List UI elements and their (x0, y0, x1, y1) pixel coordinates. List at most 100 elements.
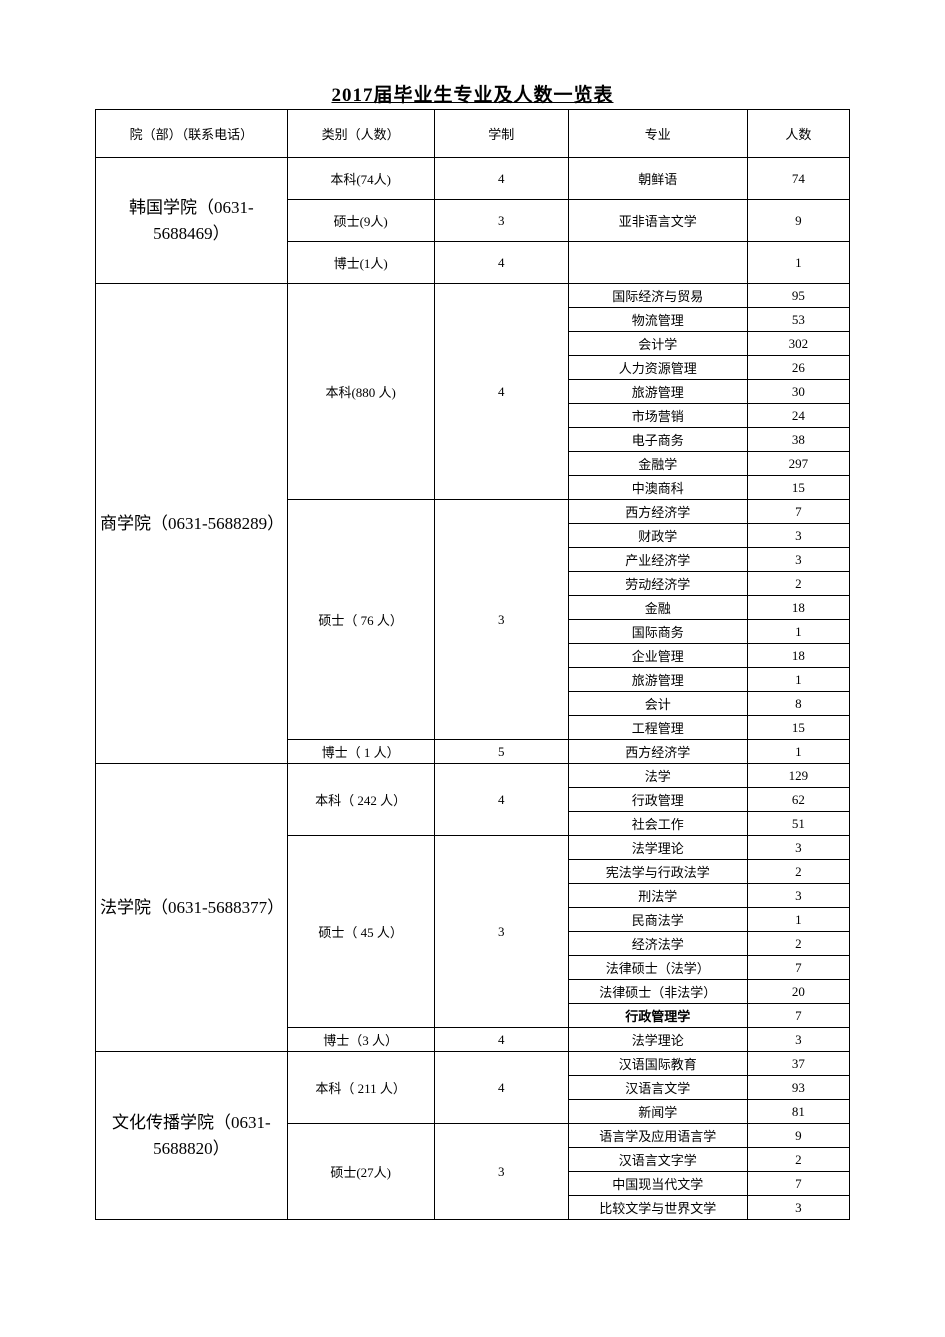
system-cell: 4 (434, 1028, 568, 1052)
count-cell: 74 (747, 158, 849, 200)
system-cell: 3 (434, 1124, 568, 1220)
major-cell: 法律硕士（非法学） (568, 980, 747, 1004)
dept-cell: 韩国学院（0631-5688469） (96, 158, 288, 284)
major-cell: 亚非语言文学 (568, 200, 747, 242)
major-cell: 宪法学与行政法学 (568, 860, 747, 884)
major-cell: 金融 (568, 596, 747, 620)
major-cell: 经济法学 (568, 932, 747, 956)
count-cell: 15 (747, 476, 849, 500)
major-cell: 电子商务 (568, 428, 747, 452)
major-cell: 汉语言文字学 (568, 1148, 747, 1172)
dept-cell: 商学院（0631-5688289） (96, 284, 288, 764)
dept-cell: 法学院（0631-5688377） (96, 764, 288, 1052)
system-cell: 3 (434, 836, 568, 1028)
count-cell: 297 (747, 452, 849, 476)
major-cell: 金融学 (568, 452, 747, 476)
count-cell: 20 (747, 980, 849, 1004)
count-cell: 24 (747, 404, 849, 428)
category-cell: 本科(74人) (287, 158, 434, 200)
major-cell: 国际经济与贸易 (568, 284, 747, 308)
major-cell: 国际商务 (568, 620, 747, 644)
count-cell: 15 (747, 716, 849, 740)
count-cell: 3 (747, 1028, 849, 1052)
count-cell: 95 (747, 284, 849, 308)
category-cell: 博士（3 人） (287, 1028, 434, 1052)
major-cell: 人力资源管理 (568, 356, 747, 380)
count-cell: 1 (747, 740, 849, 764)
major-cell: 行政管理 (568, 788, 747, 812)
major-cell: 法律硕士（法学） (568, 956, 747, 980)
system-cell: 5 (434, 740, 568, 764)
major-cell: 西方经济学 (568, 740, 747, 764)
col-header-system: 学制 (434, 110, 568, 158)
count-cell: 53 (747, 308, 849, 332)
category-cell: 硕士(27人) (287, 1124, 434, 1220)
col-header-category: 类别（人数） (287, 110, 434, 158)
category-cell: 本科（ 211 人） (287, 1052, 434, 1124)
count-cell: 2 (747, 932, 849, 956)
major-cell (568, 242, 747, 284)
count-cell: 93 (747, 1076, 849, 1100)
count-cell: 1 (747, 242, 849, 284)
table-header-row: 院（部）（联系电话） 类别（人数） 学制 专业 人数 (96, 110, 850, 158)
count-cell: 7 (747, 1004, 849, 1028)
count-cell: 2 (747, 860, 849, 884)
count-cell: 3 (747, 884, 849, 908)
count-cell: 3 (747, 524, 849, 548)
major-cell: 民商法学 (568, 908, 747, 932)
count-cell: 129 (747, 764, 849, 788)
major-cell: 行政管理学 (568, 1004, 747, 1028)
count-cell: 9 (747, 1124, 849, 1148)
major-cell: 社会工作 (568, 812, 747, 836)
table-row: 文化传播学院（0631-5688820）本科（ 211 人）4汉语国际教育37 (96, 1052, 850, 1076)
count-cell: 18 (747, 644, 849, 668)
category-cell: 博士(1人) (287, 242, 434, 284)
major-cell: 旅游管理 (568, 668, 747, 692)
count-cell: 30 (747, 380, 849, 404)
category-cell: 本科(880 人) (287, 284, 434, 500)
major-cell: 会计学 (568, 332, 747, 356)
count-cell: 8 (747, 692, 849, 716)
system-cell: 3 (434, 500, 568, 740)
count-cell: 302 (747, 332, 849, 356)
count-cell: 51 (747, 812, 849, 836)
graduates-table: 院（部）（联系电话） 类别（人数） 学制 专业 人数 韩国学院（0631-568… (95, 109, 850, 1220)
major-cell: 法学理论 (568, 1028, 747, 1052)
major-cell: 新闻学 (568, 1100, 747, 1124)
major-cell: 比较文学与世界文学 (568, 1196, 747, 1220)
major-cell: 产业经济学 (568, 548, 747, 572)
major-cell: 刑法学 (568, 884, 747, 908)
major-cell: 西方经济学 (568, 500, 747, 524)
count-cell: 62 (747, 788, 849, 812)
count-cell: 7 (747, 956, 849, 980)
count-cell: 1 (747, 908, 849, 932)
major-cell: 汉语言文学 (568, 1076, 747, 1100)
system-cell: 4 (434, 284, 568, 500)
major-cell: 物流管理 (568, 308, 747, 332)
count-cell: 3 (747, 836, 849, 860)
major-cell: 工程管理 (568, 716, 747, 740)
major-cell: 汉语国际教育 (568, 1052, 747, 1076)
category-cell: 本科（ 242 人） (287, 764, 434, 836)
major-cell: 中澳商科 (568, 476, 747, 500)
major-cell: 旅游管理 (568, 380, 747, 404)
system-cell: 4 (434, 764, 568, 836)
count-cell: 7 (747, 500, 849, 524)
category-cell: 硕士(9人) (287, 200, 434, 242)
col-header-count: 人数 (747, 110, 849, 158)
count-cell: 3 (747, 548, 849, 572)
major-cell: 市场营销 (568, 404, 747, 428)
major-cell: 语言学及应用语言学 (568, 1124, 747, 1148)
major-cell: 财政学 (568, 524, 747, 548)
major-cell: 法学 (568, 764, 747, 788)
col-header-dept: 院（部）（联系电话） (96, 110, 288, 158)
count-cell: 81 (747, 1100, 849, 1124)
category-cell: 博士（ 1 人） (287, 740, 434, 764)
system-cell: 3 (434, 200, 568, 242)
count-cell: 3 (747, 1196, 849, 1220)
count-cell: 1 (747, 668, 849, 692)
major-cell: 企业管理 (568, 644, 747, 668)
dept-cell: 文化传播学院（0631-5688820） (96, 1052, 288, 1220)
major-cell: 法学理论 (568, 836, 747, 860)
count-cell: 18 (747, 596, 849, 620)
